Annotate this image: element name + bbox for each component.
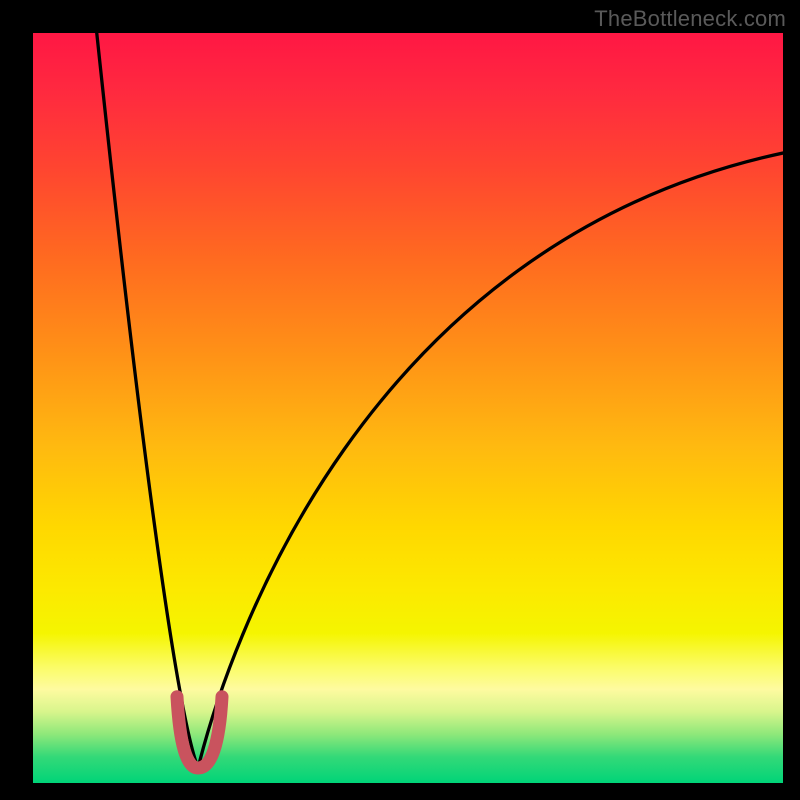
gradient-background	[33, 33, 783, 783]
plot-area	[33, 33, 783, 783]
chart-svg	[33, 33, 783, 783]
watermark-text: TheBottleneck.com	[594, 6, 786, 32]
